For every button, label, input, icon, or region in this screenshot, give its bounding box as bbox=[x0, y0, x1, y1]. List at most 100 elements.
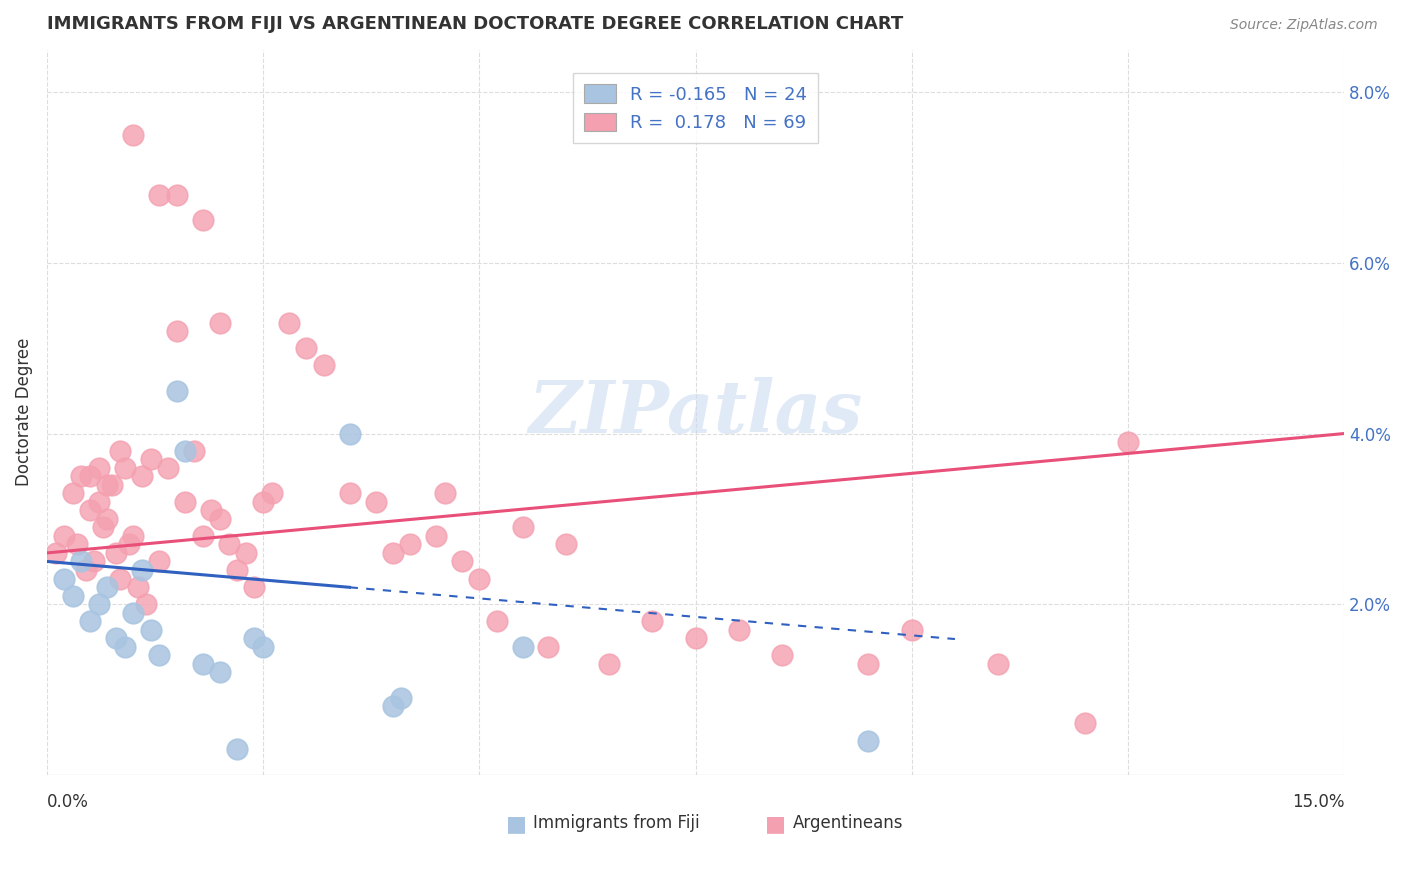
Point bbox=[127, 580, 149, 594]
Point bbox=[858, 733, 880, 747]
Point bbox=[391, 690, 413, 705]
Point bbox=[900, 623, 922, 637]
Text: Immigrants from Fiji: Immigrants from Fiji bbox=[533, 814, 700, 832]
Point bbox=[339, 486, 361, 500]
Text: ■: ■ bbox=[765, 814, 786, 835]
Point bbox=[226, 563, 249, 577]
Point bbox=[87, 495, 110, 509]
Point bbox=[381, 546, 404, 560]
Point bbox=[139, 452, 162, 467]
Point bbox=[727, 623, 749, 637]
Point bbox=[451, 554, 474, 568]
Text: Source: ZipAtlas.com: Source: ZipAtlas.com bbox=[1230, 18, 1378, 32]
Point bbox=[200, 503, 222, 517]
Point bbox=[110, 443, 132, 458]
Point bbox=[53, 572, 76, 586]
Point bbox=[87, 460, 110, 475]
Point bbox=[685, 631, 707, 645]
Point bbox=[139, 623, 162, 637]
Point bbox=[243, 631, 266, 645]
Text: ■: ■ bbox=[506, 814, 527, 835]
Point bbox=[62, 589, 84, 603]
Point bbox=[148, 648, 170, 663]
Point bbox=[100, 477, 122, 491]
Point bbox=[114, 640, 136, 654]
Point bbox=[96, 580, 118, 594]
Point bbox=[260, 486, 283, 500]
Point bbox=[70, 469, 93, 483]
Point bbox=[208, 512, 231, 526]
Point bbox=[226, 742, 249, 756]
Point bbox=[364, 495, 387, 509]
Point bbox=[252, 640, 274, 654]
Point bbox=[135, 597, 157, 611]
Point bbox=[1073, 716, 1095, 731]
Point bbox=[83, 554, 105, 568]
Point bbox=[295, 341, 318, 355]
Text: ZIPatlas: ZIPatlas bbox=[529, 376, 862, 448]
Point bbox=[91, 520, 114, 534]
Point bbox=[96, 512, 118, 526]
Point bbox=[166, 187, 188, 202]
Point bbox=[45, 546, 67, 560]
Point bbox=[131, 469, 153, 483]
Point bbox=[858, 657, 880, 671]
Point bbox=[399, 537, 422, 551]
Point bbox=[537, 640, 560, 654]
Point bbox=[1116, 435, 1139, 450]
Point bbox=[278, 316, 301, 330]
Point bbox=[114, 460, 136, 475]
Point bbox=[770, 648, 793, 663]
Point bbox=[208, 316, 231, 330]
Point bbox=[87, 597, 110, 611]
Point bbox=[70, 554, 93, 568]
Point bbox=[105, 546, 128, 560]
Point bbox=[243, 580, 266, 594]
Point bbox=[641, 614, 664, 628]
Point bbox=[987, 657, 1010, 671]
Point bbox=[252, 495, 274, 509]
Point bbox=[75, 563, 97, 577]
Point bbox=[166, 324, 188, 338]
Point bbox=[339, 426, 361, 441]
Point bbox=[598, 657, 620, 671]
Point bbox=[468, 572, 491, 586]
Point bbox=[312, 359, 335, 373]
Point bbox=[554, 537, 576, 551]
Point bbox=[122, 128, 145, 142]
Text: IMMIGRANTS FROM FIJI VS ARGENTINEAN DOCTORATE DEGREE CORRELATION CHART: IMMIGRANTS FROM FIJI VS ARGENTINEAN DOCT… bbox=[46, 15, 903, 33]
Point bbox=[191, 529, 214, 543]
Point bbox=[218, 537, 240, 551]
Point bbox=[191, 657, 214, 671]
Point bbox=[105, 631, 128, 645]
Y-axis label: Doctorate Degree: Doctorate Degree bbox=[15, 338, 32, 486]
Point bbox=[174, 443, 197, 458]
Point bbox=[79, 503, 101, 517]
Text: 0.0%: 0.0% bbox=[46, 793, 89, 811]
Point bbox=[425, 529, 447, 543]
Point bbox=[156, 460, 179, 475]
Point bbox=[174, 495, 197, 509]
Point bbox=[79, 614, 101, 628]
Point bbox=[66, 537, 89, 551]
Point bbox=[131, 563, 153, 577]
Point bbox=[148, 187, 170, 202]
Point bbox=[122, 606, 145, 620]
Point bbox=[485, 614, 508, 628]
Point bbox=[53, 529, 76, 543]
Point bbox=[208, 665, 231, 680]
Legend: R = -0.165   N = 24, R =  0.178   N = 69: R = -0.165 N = 24, R = 0.178 N = 69 bbox=[572, 73, 818, 143]
Point bbox=[512, 640, 534, 654]
Text: Argentineans: Argentineans bbox=[793, 814, 903, 832]
Point bbox=[235, 546, 257, 560]
Point bbox=[512, 520, 534, 534]
Point bbox=[433, 486, 456, 500]
Point bbox=[110, 572, 132, 586]
Point bbox=[62, 486, 84, 500]
Point bbox=[79, 469, 101, 483]
Point bbox=[148, 554, 170, 568]
Text: 15.0%: 15.0% bbox=[1292, 793, 1344, 811]
Point bbox=[96, 477, 118, 491]
Point bbox=[166, 384, 188, 398]
Point bbox=[183, 443, 205, 458]
